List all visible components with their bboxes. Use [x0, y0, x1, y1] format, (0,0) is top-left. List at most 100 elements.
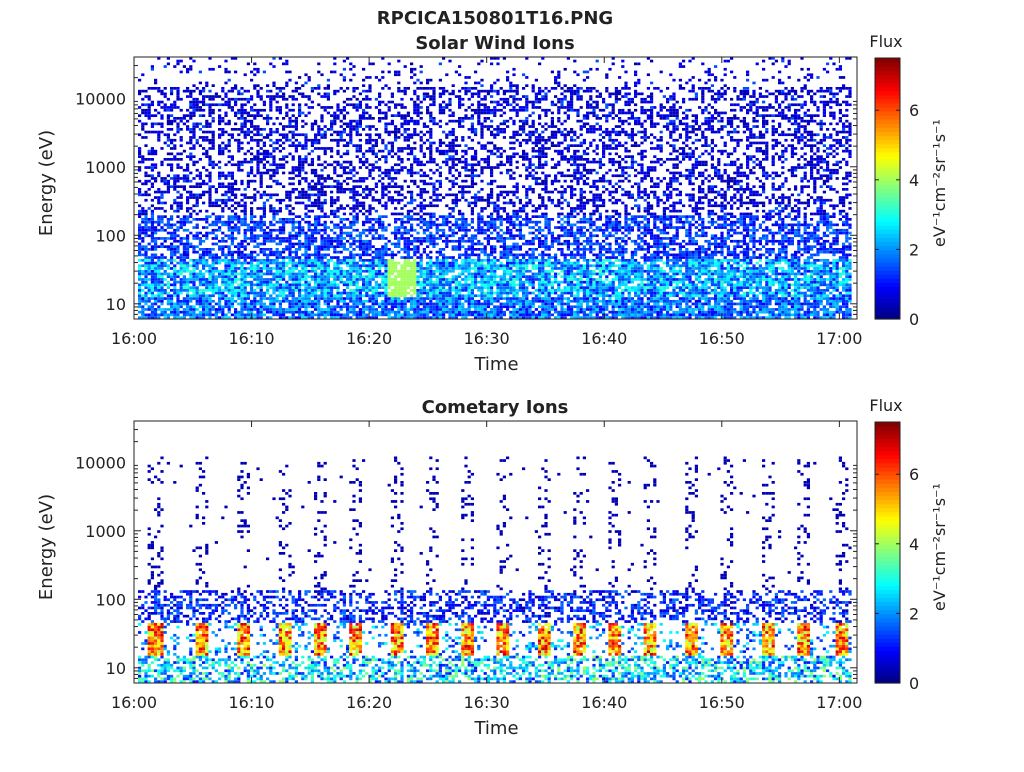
heatmap-cell [336, 144, 340, 147]
heatmap-cell [157, 188, 161, 191]
heatmap-cell [224, 144, 228, 147]
heatmap-cell [182, 261, 186, 265]
heatmap-cell [330, 196, 334, 199]
heatmap-cell [256, 308, 260, 311]
heatmap-cell [218, 310, 222, 314]
heatmap-cell [330, 212, 334, 216]
heatmap-cell [365, 117, 369, 120]
heatmap-cell [144, 248, 148, 251]
heatmap-cell [346, 269, 350, 273]
heatmap-cell [301, 163, 305, 167]
heatmap-cell [182, 297, 186, 300]
heatmap-cell [205, 253, 209, 257]
heatmap-cell [448, 280, 452, 284]
heatmap-cell [304, 272, 308, 276]
heatmap-cell [406, 171, 410, 175]
heatmap-cell [237, 310, 241, 314]
heatmap-cell [218, 119, 222, 123]
heatmap-cell [317, 62, 321, 66]
heatmap-cell [275, 278, 279, 281]
heatmap-cell [147, 166, 151, 169]
heatmap-cell [182, 89, 186, 93]
heatmap-cell [160, 226, 164, 229]
heatmap-cell [317, 218, 321, 221]
heatmap-cell [262, 253, 266, 257]
heatmap-cell [378, 302, 382, 306]
heatmap-cell [173, 133, 177, 137]
heatmap-cell [163, 256, 167, 259]
heatmap-cell [355, 215, 359, 218]
heatmap-cell [310, 269, 314, 273]
heatmap-cell [298, 141, 302, 145]
heatmap-cell [400, 231, 404, 235]
heatmap-cell [157, 87, 161, 90]
heatmap-cell [240, 108, 244, 112]
heatmap-cell [432, 245, 436, 248]
heatmap-cell [314, 275, 318, 278]
heatmap-cell [189, 289, 193, 292]
heatmap-cell [426, 280, 430, 284]
heatmap-cell [285, 316, 289, 319]
heatmap-cell [218, 117, 222, 120]
heatmap-cell [445, 218, 449, 221]
heatmap-cell [262, 117, 266, 120]
heatmap-cell [192, 193, 196, 197]
heatmap-cell [195, 231, 199, 235]
heatmap-cell [317, 313, 321, 317]
heatmap-cell [298, 245, 302, 248]
heatmap-cell [157, 267, 161, 270]
heatmap-cell [349, 130, 353, 134]
heatmap-cell [250, 147, 254, 150]
heatmap-cell [301, 283, 305, 287]
heatmap-cell [410, 70, 414, 74]
heatmap-cell [237, 138, 241, 142]
heatmap-cell [144, 291, 148, 295]
heatmap-cell [234, 218, 238, 221]
heatmap-cell [186, 299, 190, 303]
heatmap-cell [429, 294, 433, 298]
heatmap-cell [227, 299, 231, 303]
heatmap-cell [240, 87, 244, 90]
heatmap-cell [195, 141, 199, 145]
heatmap-cell [294, 289, 298, 292]
heatmap-cell [266, 269, 270, 273]
heatmap-cell [150, 65, 154, 68]
heatmap-cell [422, 133, 426, 137]
heatmap-cell [227, 283, 231, 287]
heatmap-cell [288, 237, 292, 240]
heatmap-cell [355, 130, 359, 134]
heatmap-cell [189, 138, 193, 142]
heatmap-cell [240, 308, 244, 311]
heatmap-cell [189, 196, 193, 199]
heatmap-cell [342, 106, 346, 109]
heatmap-cell [310, 204, 314, 208]
heatmap-cell [320, 147, 324, 150]
heatmap-cell [368, 245, 372, 248]
heatmap-cell [166, 313, 170, 317]
heatmap-cell [454, 223, 458, 227]
heatmap-cell [259, 226, 263, 229]
heatmap-cell [438, 138, 442, 142]
heatmap-cell [419, 174, 423, 178]
heatmap-cell [275, 100, 279, 104]
heatmap-cell [202, 313, 206, 317]
heatmap-cell [429, 297, 433, 300]
heatmap-cell [182, 308, 186, 311]
heatmap-cell [438, 313, 442, 317]
heatmap-cell [374, 291, 378, 295]
heatmap-cell [358, 297, 362, 300]
heatmap-cell [368, 190, 372, 194]
heatmap-cell [291, 237, 295, 240]
heatmap-cell [157, 122, 161, 126]
heatmap-cell [266, 310, 270, 314]
heatmap-cell [374, 155, 378, 158]
heatmap-cell [374, 310, 378, 314]
heatmap-cell [186, 209, 190, 213]
heatmap-cell [230, 313, 234, 317]
heatmap-cell [272, 299, 276, 303]
heatmap-cell [170, 103, 174, 107]
heatmap-cell [406, 119, 410, 123]
heatmap-cell [339, 250, 343, 254]
heatmap-cell [218, 144, 222, 147]
heatmap-cell [397, 103, 401, 107]
